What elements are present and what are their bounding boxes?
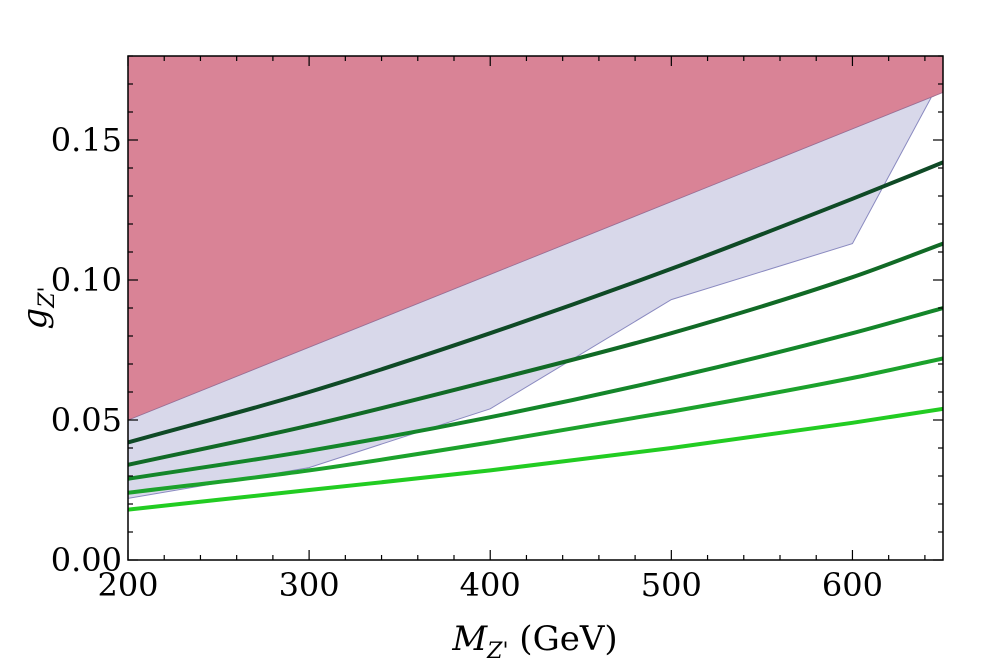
y-tick-label: 0.05 xyxy=(51,401,122,439)
y-tick-label: 0.00 xyxy=(51,541,122,579)
x-tick-label: 300 xyxy=(279,566,340,604)
y-tick-label: 0.10 xyxy=(51,261,122,299)
x-tick-label: 400 xyxy=(460,566,521,604)
series-curve-2 xyxy=(128,241,943,467)
series-curve-1 xyxy=(128,160,943,445)
y-axis-label: gZ' xyxy=(15,286,60,329)
x-tick-label: 600 xyxy=(822,566,883,604)
x-tick-label: 500 xyxy=(641,566,702,604)
series-curve-3 xyxy=(128,306,943,481)
x-tick-label: 200 xyxy=(97,566,158,604)
x-axis-label: MZ' (GeV) xyxy=(451,619,617,662)
excluded-region xyxy=(128,56,943,421)
series-curve-5 xyxy=(128,406,943,512)
series-curve-4 xyxy=(128,356,943,495)
y-tick-label: 0.15 xyxy=(51,121,122,159)
